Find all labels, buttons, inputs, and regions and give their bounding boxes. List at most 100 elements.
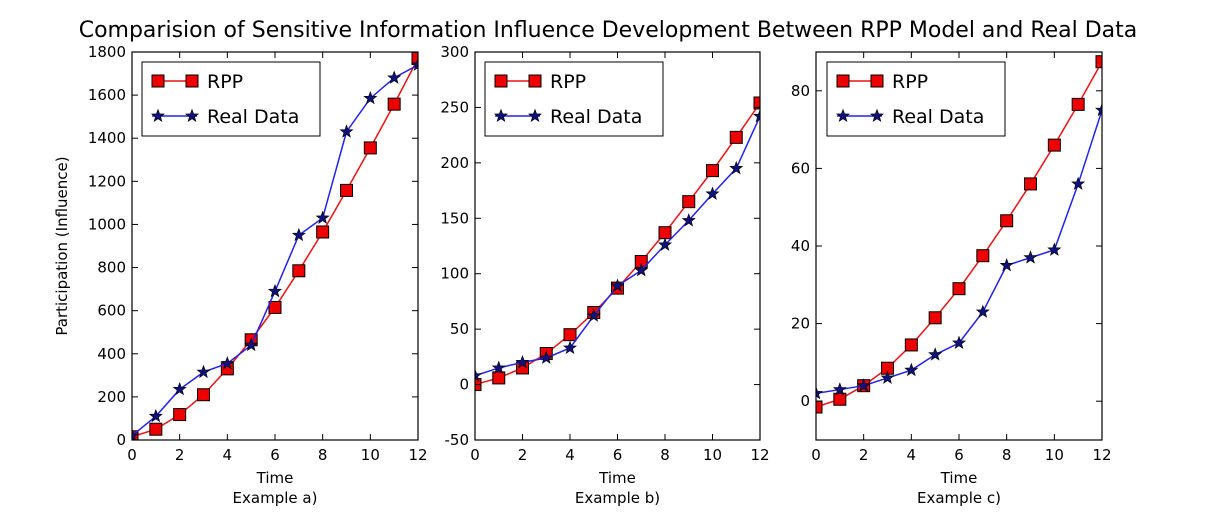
rpp-point bbox=[1024, 177, 1037, 191]
rpp-point bbox=[1095, 55, 1102, 69]
x-axis-label: Time bbox=[940, 469, 978, 487]
rpp-point bbox=[173, 408, 187, 422]
series-line-real-data bbox=[816, 109, 1102, 395]
real-data-point bbox=[951, 335, 967, 349]
y-tick-label: 0 bbox=[800, 392, 810, 410]
legend: RPP Real Data bbox=[484, 61, 664, 137]
x-tick-label: 10 bbox=[1045, 446, 1064, 464]
y-tick-label: 1200 bbox=[88, 172, 126, 190]
real-data-point bbox=[539, 350, 554, 364]
rpp-point bbox=[197, 388, 210, 402]
rpp-point bbox=[833, 392, 847, 406]
rpp-point bbox=[816, 400, 823, 414]
real-data-point bbox=[999, 258, 1014, 272]
y-tick-label: 1400 bbox=[88, 129, 126, 147]
panel-caption: Example b) bbox=[575, 489, 660, 507]
series-line-real-data bbox=[475, 115, 760, 377]
y-tick-label: 100 bbox=[440, 265, 469, 283]
real-data-point bbox=[634, 263, 649, 277]
legend: RPP Real Data bbox=[826, 61, 1006, 137]
real-data-point bbox=[515, 355, 530, 369]
x-tick-label: 10 bbox=[361, 446, 380, 464]
real-data-point bbox=[220, 356, 235, 370]
real-data-point bbox=[172, 381, 187, 396]
rpp-point bbox=[411, 52, 418, 65]
chart-panel-1: 0 2 4 6 8 10 12 0 200 400 600 800 1000 1200 1400 1600 18… bbox=[53, 43, 428, 507]
x-tick-label: 4 bbox=[907, 446, 917, 464]
x-tick-label: 0 bbox=[470, 446, 480, 464]
x-tick-label: 12 bbox=[1092, 446, 1111, 464]
legend-star-marker bbox=[527, 108, 543, 122]
y-tick-label: 600 bbox=[97, 302, 126, 320]
legend-item-rpp: RPP bbox=[494, 71, 586, 93]
x-tick-label: 6 bbox=[954, 446, 964, 464]
legend-square-marker bbox=[185, 74, 199, 88]
x-tick-label: 2 bbox=[518, 446, 528, 464]
y-tick-label: 200 bbox=[97, 388, 126, 406]
real-data-point bbox=[1047, 242, 1062, 256]
legend-item-real-data: Real Data bbox=[150, 106, 299, 128]
rpp-point bbox=[492, 371, 506, 385]
y-tick-label: 150 bbox=[440, 209, 469, 227]
real-data-point bbox=[1071, 176, 1086, 190]
x-tick-label: 0 bbox=[811, 446, 821, 464]
legend-star-marker bbox=[869, 108, 885, 122]
x-tick-label: 6 bbox=[613, 446, 623, 464]
legend-star-marker bbox=[150, 108, 166, 122]
rpp-point bbox=[928, 311, 942, 325]
y-axis-label: Participation (Influence) bbox=[53, 156, 71, 335]
real-data-point bbox=[752, 108, 760, 123]
real-data-point bbox=[475, 368, 483, 382]
rpp-point bbox=[976, 249, 990, 263]
real-data-point bbox=[267, 283, 283, 298]
rpp-point bbox=[753, 96, 760, 110]
legend-item-rpp: RPP bbox=[151, 71, 243, 93]
x-tick-label: 8 bbox=[318, 446, 328, 464]
real-data-point bbox=[729, 161, 744, 175]
x-tick-label: 8 bbox=[660, 446, 670, 464]
legend-box bbox=[484, 61, 664, 137]
rpp-point bbox=[387, 97, 401, 111]
real-data-point bbox=[681, 213, 696, 227]
series-group bbox=[816, 55, 1102, 414]
legend-label: RPP bbox=[892, 71, 928, 93]
rpp-point bbox=[658, 226, 672, 240]
legend-box bbox=[826, 61, 1006, 137]
chart-panel-3: 0 2 4 6 8 10 12 0 20 40 60 80 Time Example c) RPP Real … bbox=[791, 51, 1112, 507]
legend-square-marker bbox=[870, 74, 884, 88]
panel-caption: Example c) bbox=[917, 489, 1001, 507]
rpp-point bbox=[682, 195, 696, 209]
x-tick-label: 4 bbox=[565, 446, 575, 464]
figure-suptitle: Comparision of Sensitive Information Inf… bbox=[79, 18, 1138, 43]
series-real-data bbox=[475, 108, 760, 382]
legend-square-marker bbox=[494, 74, 508, 88]
x-tick-label: 0 bbox=[127, 446, 137, 464]
real-data-point bbox=[975, 304, 990, 318]
rpp-point bbox=[316, 225, 330, 239]
real-data-point bbox=[148, 408, 163, 423]
legend-square-marker bbox=[836, 74, 850, 88]
real-data-point bbox=[705, 186, 720, 200]
rpp-point bbox=[363, 141, 377, 155]
series-line-rpp bbox=[475, 102, 760, 386]
rpp-point bbox=[340, 183, 353, 197]
real-data-point bbox=[880, 370, 895, 384]
y-tick-label: 1600 bbox=[88, 86, 126, 104]
series-group bbox=[475, 96, 760, 392]
real-data-point bbox=[291, 227, 306, 242]
y-tick-label: 50 bbox=[450, 320, 469, 338]
y-tick-label: 800 bbox=[97, 259, 126, 277]
panel-caption: Example a) bbox=[233, 489, 318, 507]
real-data-point bbox=[586, 308, 601, 322]
chart-panels: 0 2 4 6 8 10 120200400600800100012001400160018… bbox=[53, 43, 1112, 507]
rpp-point bbox=[952, 282, 966, 296]
rpp-point bbox=[268, 300, 282, 314]
legend-label: Real Data bbox=[207, 106, 299, 128]
legend-label: RPP bbox=[207, 71, 243, 93]
rpp-point bbox=[1047, 138, 1061, 152]
real-data-point bbox=[1094, 102, 1102, 117]
series-group bbox=[132, 52, 418, 440]
y-tick-label: 300 bbox=[440, 43, 469, 61]
series-real-data bbox=[132, 57, 418, 440]
x-tick-label: 12 bbox=[750, 446, 769, 464]
